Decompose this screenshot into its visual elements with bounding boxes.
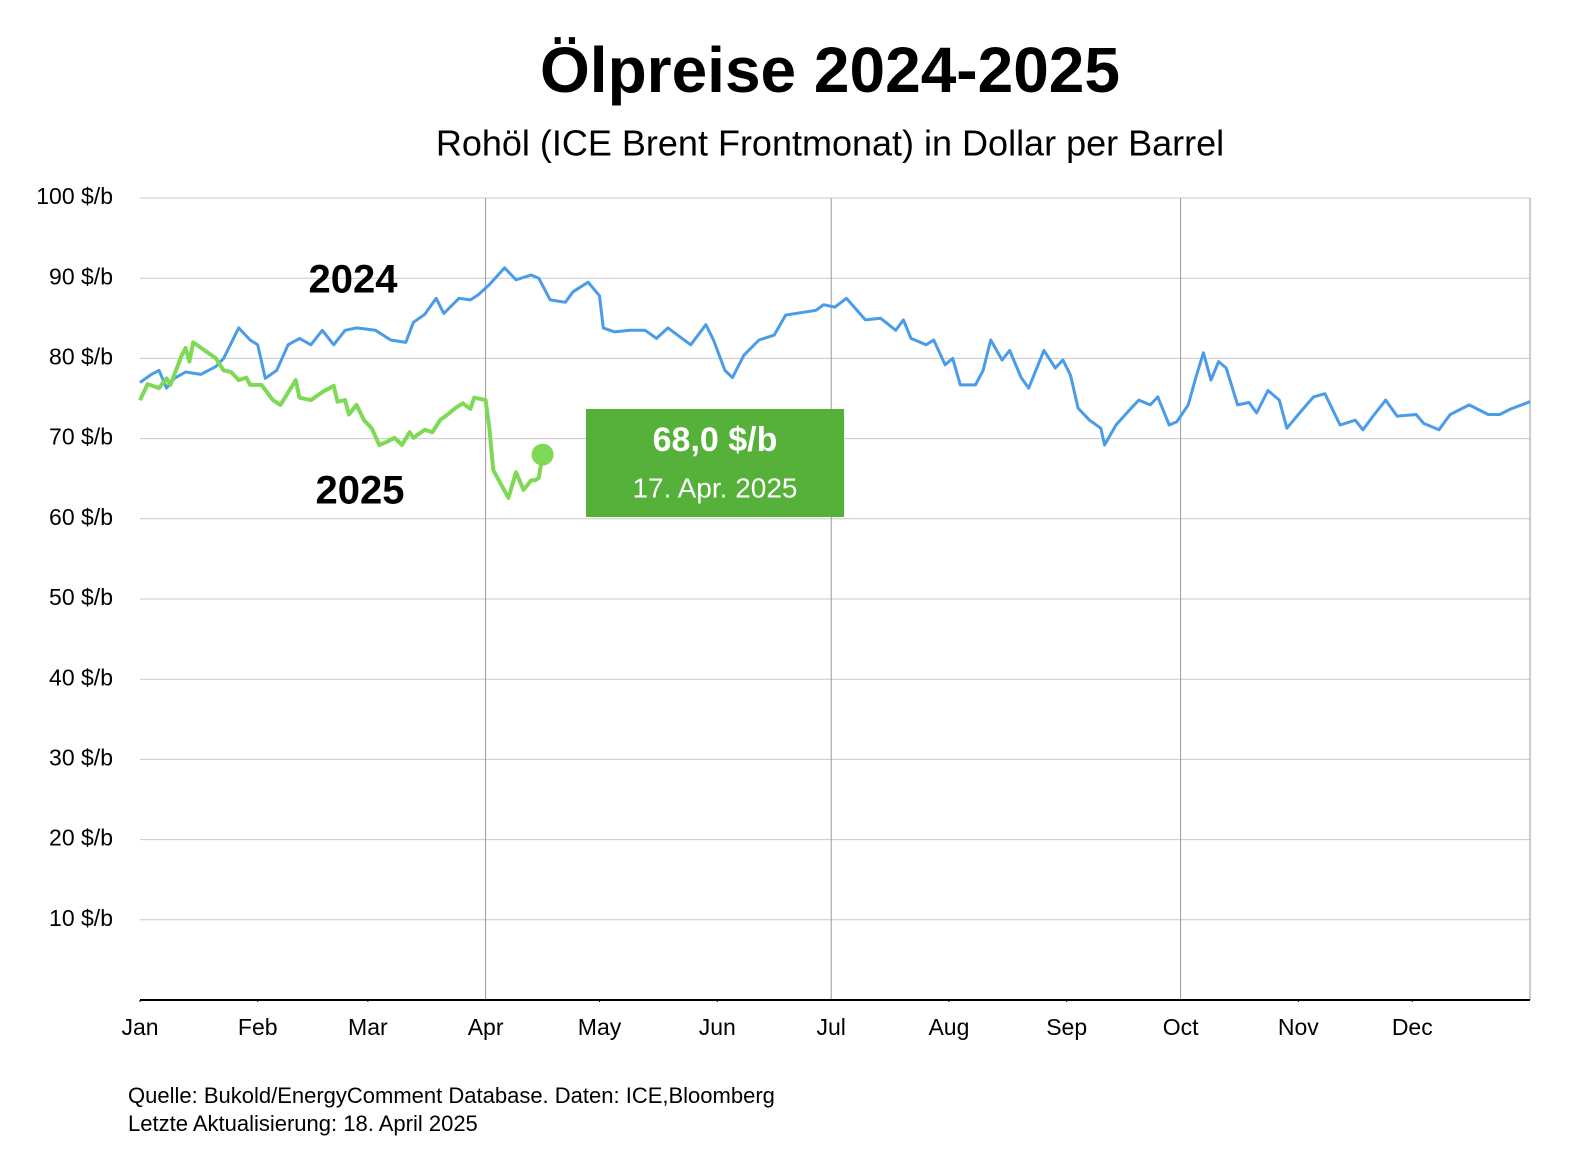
end-marker	[531, 443, 554, 466]
legend-label: 2025	[316, 469, 405, 513]
y-tick-label: 60 $/b	[49, 504, 113, 530]
x-tick-label: Apr	[468, 1014, 504, 1040]
x-tick-label: Nov	[1278, 1014, 1319, 1040]
source-note: Quelle: Bukold/EnergyComment Database. D…	[128, 1083, 775, 1108]
series-line	[139, 266, 1531, 447]
y-tick-label: 100 $/b	[36, 183, 113, 209]
annotation-date: 17. Apr. 2025	[632, 472, 797, 503]
x-tick-label: Oct	[1163, 1014, 1199, 1040]
series-line	[138, 340, 545, 500]
x-tick-label: May	[578, 1014, 622, 1040]
x-tick-label: Jan	[121, 1014, 158, 1040]
y-tick-label: 30 $/b	[49, 744, 113, 770]
y-tick-label: 40 $/b	[49, 664, 113, 690]
y-tick-label: 80 $/b	[49, 343, 113, 369]
x-tick-label: Mar	[348, 1014, 388, 1040]
y-tick-label: 20 $/b	[49, 825, 113, 851]
update-note: Letzte Aktualisierung: 18. April 2025	[128, 1111, 478, 1136]
x-tick-label: Feb	[238, 1014, 278, 1040]
x-tick-label: Jul	[816, 1014, 845, 1040]
x-tick-label: Jun	[699, 1014, 736, 1040]
legend-label: 2024	[309, 258, 399, 302]
chart-title: Ölpreise 2024-2025	[540, 34, 1120, 106]
y-tick-label: 90 $/b	[49, 263, 113, 289]
chart-subtitle: Rohöl (ICE Brent Frontmonat) in Dollar p…	[436, 123, 1224, 164]
x-tick-label: Aug	[928, 1014, 969, 1040]
y-tick-label: 70 $/b	[49, 424, 113, 450]
y-tick-label: 50 $/b	[49, 584, 113, 610]
x-tick-label: Dec	[1392, 1014, 1433, 1040]
x-tick-label: Sep	[1046, 1014, 1087, 1040]
y-tick-label: 10 $/b	[49, 905, 113, 931]
annotation-box	[586, 409, 844, 517]
annotation-value: 68,0 $/b	[653, 421, 778, 459]
